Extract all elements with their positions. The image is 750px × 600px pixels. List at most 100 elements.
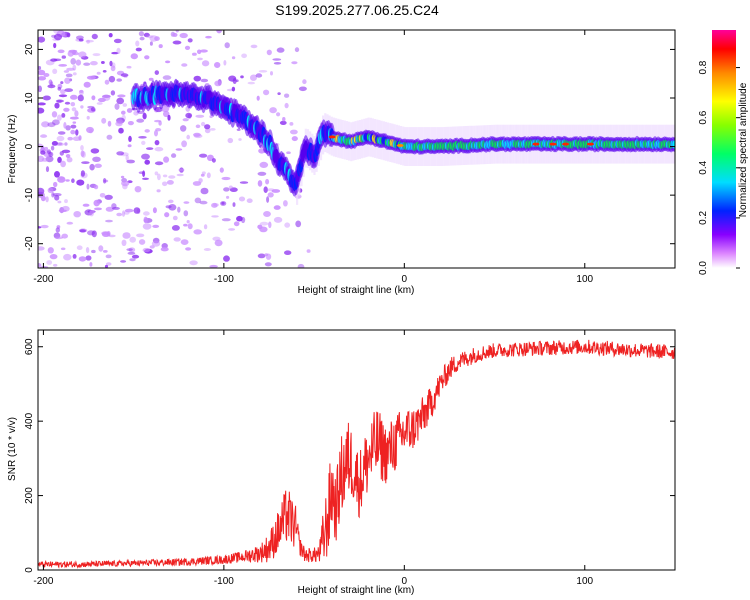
spectrogram-peak — [328, 135, 336, 139]
spectrogram-noise-speck — [57, 86, 62, 91]
spectrogram-noise-speck — [168, 199, 174, 204]
spectrogram-noise-speck — [276, 47, 285, 53]
spectrogram-noise-speck — [102, 70, 107, 73]
spectrogram-noise-speck — [164, 212, 170, 218]
spectrogram-noise-speck — [143, 32, 150, 38]
spectrogram-noise-speck — [263, 89, 270, 96]
spectrogram-noise-speck — [219, 167, 224, 173]
spectrogram-noise-speck — [198, 178, 203, 183]
spectrogram-noise-speck — [54, 102, 60, 109]
spectrogram-noise-speck — [306, 249, 311, 253]
spectrogram-noise-speck — [121, 239, 127, 246]
spectrogram-noise-speck — [263, 186, 268, 193]
spectrogram-xlabel: Height of straight line (km) — [298, 285, 415, 296]
spectrogram-noise-speck — [289, 122, 294, 126]
spectrogram-xtick-label: -100 — [214, 274, 234, 285]
spectrogram-noise-speck — [154, 147, 164, 152]
spectrogram-noise-speck — [201, 171, 206, 175]
spectrogram-noise-speck — [78, 51, 87, 58]
spectrogram-noise-speck — [200, 187, 209, 195]
spectrogram-noise-speck — [154, 171, 159, 176]
spectrogram-noise-speck — [171, 225, 180, 231]
spectrogram-noise-speck — [80, 150, 85, 157]
spectrogram-noise-speck — [167, 114, 171, 121]
spectrogram-noise-speck — [267, 192, 274, 198]
spectrogram-noise-speck — [51, 141, 59, 146]
spectrogram-noise-speck — [42, 95, 51, 101]
spectrogram-noise-speck — [61, 55, 66, 59]
spectrogram-noise-speck — [277, 92, 281, 95]
spectrogram-noise-speck — [57, 200, 62, 204]
spectrogram-noise-speck — [48, 151, 54, 158]
spectrogram-noise-speck — [53, 30, 60, 34]
spectrogram-xtick-label: 100 — [576, 274, 593, 285]
spectrogram-noise-speck — [105, 206, 114, 212]
spectrogram-noise-speck — [49, 254, 58, 260]
spectrogram-noise-speck — [209, 115, 213, 119]
spectrogram-noise-speck — [205, 35, 212, 39]
spectrogram-noise-speck — [120, 175, 125, 179]
spectrogram-noise-speck — [60, 89, 66, 95]
spectrogram-noise-speck — [105, 262, 112, 266]
spectrogram-noise-speck — [158, 120, 162, 126]
spectrogram-noise-speck — [168, 175, 176, 179]
spectrogram-noise-speck — [38, 107, 45, 114]
spectrogram-noise-speck — [146, 147, 154, 151]
spectrogram-noise-speck — [265, 178, 270, 185]
spectrogram-noise-speck — [91, 249, 96, 254]
spectrogram-noise-speck — [259, 221, 269, 226]
spectrogram-noise-speck — [257, 171, 267, 176]
spectrogram-noise-speck — [108, 75, 116, 83]
spectrogram-noise-speck — [89, 128, 93, 134]
spectrogram-noise-speck — [199, 200, 208, 205]
spectrogram-noise-speck — [181, 63, 188, 67]
spectrogram-noise-speck — [89, 210, 95, 214]
spectrogram-noise-speck — [138, 31, 144, 37]
spectrogram-noise-speck — [255, 73, 263, 78]
spectrogram-noise-speck — [298, 86, 307, 92]
spectrogram-noise-speck — [116, 97, 125, 105]
spectrogram-noise-speck — [60, 34, 67, 38]
spectrogram-noise-speck — [214, 239, 223, 247]
spectrogram-noise-speck — [142, 223, 152, 230]
spectrogram-noise-speck — [40, 224, 49, 229]
spectrogram-noise-speck — [143, 216, 148, 224]
spectrogram-noise-speck — [102, 178, 107, 184]
spectrogram-noise-speck — [155, 128, 162, 132]
spectrogram-noise-speck — [115, 121, 123, 127]
spectrogram-noise-speck — [211, 202, 218, 208]
spectrogram-noise-speck — [236, 215, 243, 222]
spectrogram-noise-speck — [114, 103, 120, 110]
spectrogram-noise-speck — [172, 32, 178, 37]
spectrogram-noise-speck — [239, 181, 249, 184]
spectrogram-noise-speck — [266, 49, 272, 56]
spectrogram-noise-speck — [186, 220, 190, 224]
spectrogram-noise-speck — [284, 222, 291, 228]
spectrogram-noise-speck — [60, 160, 66, 168]
spectrogram-noise-speck — [43, 73, 50, 77]
snr-ytick-label: 200 — [24, 487, 35, 504]
spectrogram-noise-speck — [55, 227, 60, 233]
spectrogram-noise-speck — [54, 236, 64, 240]
spectrogram-noise-speck — [97, 97, 106, 103]
spectrogram-noise-speck — [38, 66, 42, 70]
spectrogram-noise-speck — [160, 247, 169, 252]
spectrogram-noise-speck — [183, 223, 188, 227]
spectrogram-noise-speck — [72, 254, 77, 259]
spectrogram-noise-speck — [256, 95, 260, 101]
spectrogram-noise-speck — [221, 176, 231, 181]
spectrogram-noise-speck — [127, 251, 136, 255]
snr-panel: -200 -100 0 100 0 200 400 600 Height of straigh… — [7, 329, 676, 596]
spectrogram-noise-speck — [110, 65, 116, 72]
spectrogram-noise-speck — [139, 36, 145, 41]
spectrogram-noise-speck — [135, 47, 142, 52]
spectrogram-noise-speck — [181, 140, 188, 148]
spectrogram-noise-speck — [78, 135, 82, 141]
spectrogram-peak — [562, 142, 570, 146]
spectrogram-noise-speck — [57, 131, 66, 135]
spectrogram-noise-speck — [192, 181, 202, 186]
spectrogram-noise-speck — [47, 247, 54, 254]
spectrogram-noise-speck — [94, 207, 102, 211]
spectrogram-noise-speck — [238, 138, 242, 141]
spectrogram-noise-speck — [134, 186, 142, 193]
